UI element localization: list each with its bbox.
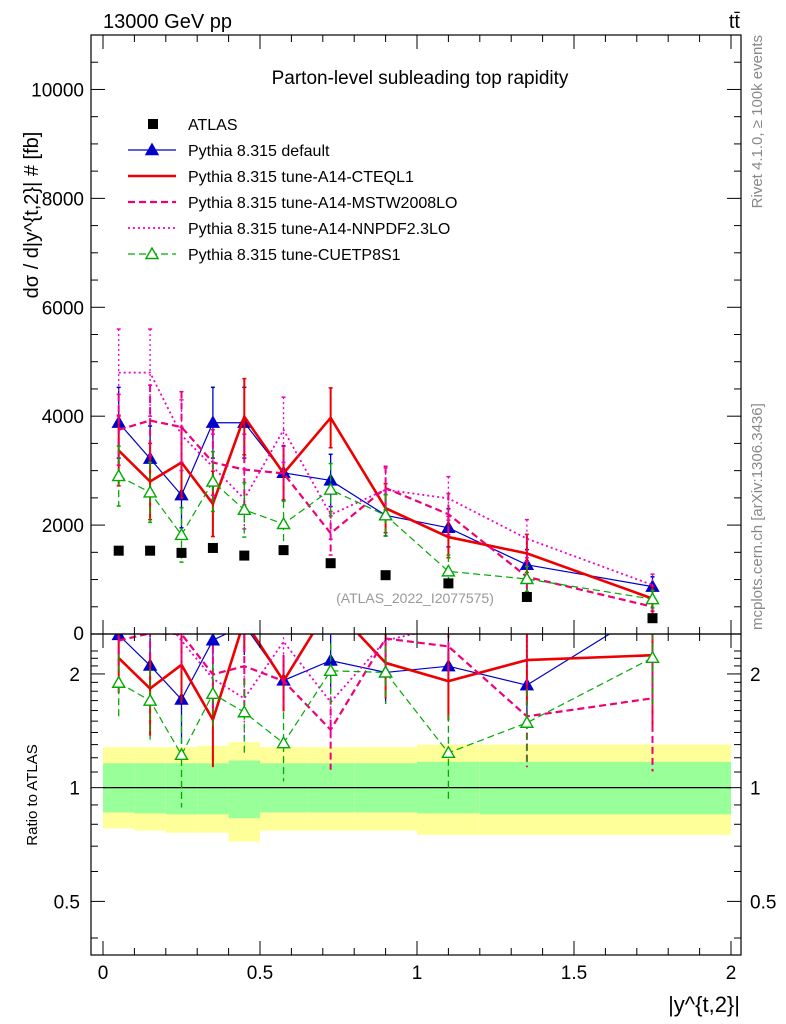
series-3-line — [118, 419, 653, 608]
legend-label: Pythia 8.315 tune-A14-CTEQL1 — [188, 169, 414, 186]
ratio-band-layer — [103, 742, 731, 842]
x-tick-label: 1.5 — [561, 963, 587, 984]
legend-label: Pythia 8.315 tune-CUETP8S1 — [188, 247, 401, 264]
legend-entry-1: Pythia 8.315 default — [128, 142, 330, 160]
series-1-ratio-point — [238, 619, 250, 630]
series-5-ratio-point — [174, 747, 189, 761]
data-point — [207, 542, 218, 553]
series-5-ratio-point — [237, 704, 252, 718]
ratio-tick-label: 0.5 — [54, 892, 80, 913]
series-5-point — [237, 502, 252, 516]
data-point — [278, 545, 289, 556]
ratio-band-inner — [228, 760, 260, 819]
series-5-point — [378, 507, 393, 521]
y-tick-label: 2000 — [42, 516, 84, 537]
ratio-tick-label-right: 1 — [750, 779, 761, 800]
series-5-ratio-point — [378, 665, 393, 678]
legend-data-marker — [148, 119, 158, 129]
series-5-ratio-point — [441, 745, 456, 759]
data-point — [145, 545, 156, 556]
legend-marker — [144, 246, 160, 260]
chart-title: Parton-level subleading top rapidity — [272, 68, 569, 89]
series-5-ratio-point — [142, 693, 158, 706]
analysis-watermark: (ATLAS_2022_I2077575) — [336, 590, 494, 606]
data-point — [325, 558, 336, 569]
legend-data-label: ATLAS — [188, 117, 238, 134]
series-5-point — [142, 485, 158, 498]
y-tick-label: 6000 — [42, 298, 84, 319]
series-4-line — [118, 371, 653, 586]
series-5-point — [323, 482, 338, 495]
main-data-layer — [113, 542, 658, 624]
ratio-band-inner — [134, 763, 166, 814]
series-1-ratio-point — [205, 634, 221, 646]
data-point — [239, 550, 250, 561]
main-axes: 2000 4000 6000 8000 10000 0 — [31, 35, 741, 645]
data-point — [521, 591, 532, 602]
series-5-point — [441, 563, 456, 577]
series-5-ratio-point — [111, 675, 126, 688]
process-label: tt̄ — [729, 11, 741, 33]
data-point — [380, 570, 391, 581]
y-tick-label: 8000 — [42, 189, 84, 210]
energy-label: 13000 GeV pp — [103, 11, 232, 33]
legend-entry-5: Pythia 8.315 tune-CUETP8S1 — [128, 246, 401, 264]
data-point — [113, 545, 124, 556]
series-5-point — [174, 527, 189, 541]
ratio-tick-label-right: 0.5 — [750, 892, 776, 913]
series-5-ratio-point — [205, 686, 221, 699]
legend: ATLAS Pythia 8.315 default Pythia 8.315 tu… — [128, 117, 457, 264]
x-tick-label: 2 — [726, 963, 737, 984]
series-1-point — [205, 415, 221, 428]
series-5-ratio-point — [323, 663, 338, 677]
series-5-ratio-point — [276, 735, 291, 749]
legend-label: Pythia 8.315 tune-A14-NNPDF2.3LO — [188, 221, 450, 238]
legend-label: Pythia 8.315 tune-A14-MSTW2008LO — [188, 195, 457, 212]
legend-label: Pythia 8.315 default — [188, 143, 330, 160]
ratio-tick-label: 2 — [69, 665, 80, 686]
ratio-panel-frame — [90, 633, 742, 956]
series-5-point — [519, 571, 535, 585]
mcplots-label: mcplots.cern.ch [arXiv:1306.3436] — [749, 403, 766, 630]
main-series-layer — [111, 328, 660, 618]
data-point — [443, 578, 454, 589]
data-point — [176, 547, 187, 558]
ratio-band-inner — [197, 763, 229, 815]
legend-entry-3: Pythia 8.315 tune-A14-MSTW2008LO — [128, 195, 457, 212]
x-tick-label: 1 — [412, 963, 423, 984]
ratio-y-axis-label: Ratio to ATLAS — [24, 744, 41, 845]
x-axis-label: |y^{t,2}| — [668, 992, 740, 1017]
y-tick-label: 10000 — [31, 80, 84, 101]
ratio-axes: 0.5 0.5 1 1 2 2 0 0.5 1 1.5 2 — [54, 634, 776, 984]
series-5-ratio-point — [519, 715, 535, 728]
y-axis-label: dσ / d|y^{t,2}| # [fb] — [21, 132, 43, 299]
x-tick-label: 0.5 — [247, 963, 273, 984]
legend-data-entry: ATLAS — [148, 117, 238, 134]
series-5-point — [205, 474, 221, 487]
ratio-tick-label: 1 — [69, 779, 80, 800]
y-tick-label: 4000 — [42, 407, 84, 428]
series-5-point — [645, 591, 660, 605]
data-point — [647, 613, 658, 624]
legend-entry-2: Pythia 8.315 tune-A14-CTEQL1 — [128, 169, 414, 186]
legend-entry-4: Pythia 8.315 tune-A14-NNPDF2.3LO — [128, 221, 450, 238]
legend-marker — [144, 142, 160, 156]
series-5-point — [111, 468, 126, 482]
rivet-label: Rivet 4.1.0, ≥ 100k events — [749, 35, 766, 208]
ratio-tick-label-right: 2 — [750, 665, 761, 686]
y-tick-label: 0 — [73, 624, 84, 645]
x-tick-label: 0 — [98, 963, 109, 984]
ratio-series-layer — [111, 619, 660, 808]
series-5-ratio-point — [645, 650, 660, 663]
series-5-point — [276, 516, 291, 530]
